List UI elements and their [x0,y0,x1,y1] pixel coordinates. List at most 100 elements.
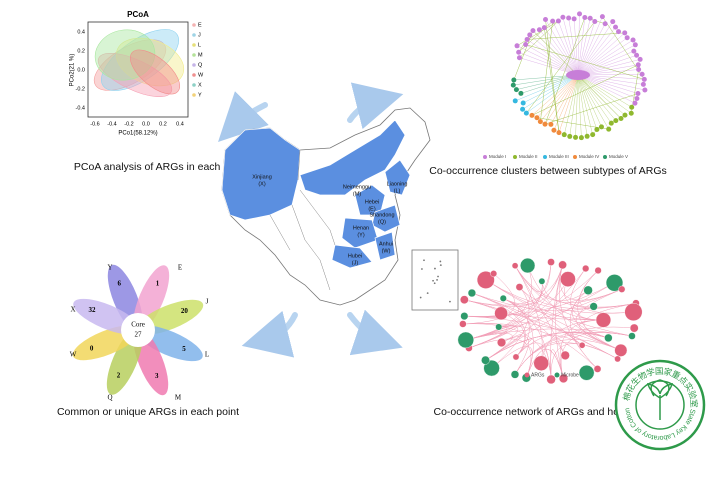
edge [526,21,595,114]
flower-diagram: 6Y 1 E 20 J 5 L 3 M 2 Q 0 W 32 X Core 27 Common or unique… [57,264,239,418]
province-borders [269,149,336,291]
y-tick-label: 0.2 [77,48,85,54]
node [514,43,520,49]
node [632,100,638,106]
node [510,82,516,88]
node [460,295,469,305]
edge [527,32,625,40]
node [546,374,556,385]
edge [550,349,564,380]
node [555,18,561,24]
edge [485,332,609,361]
petal-name: E [178,264,182,272]
node [587,15,593,21]
node [595,312,612,328]
node [616,29,622,35]
edge [577,44,636,76]
edge [558,20,579,76]
edge [464,282,615,317]
legend-label: M [198,52,203,58]
legend-dot [483,155,487,159]
legend-dot [192,63,196,67]
node [515,283,524,291]
node [457,331,474,349]
edge [491,286,530,369]
arrows [218,82,404,358]
province-label: Liaoning [387,181,408,187]
node [538,277,546,285]
pcoa-ellipse [115,37,185,87]
pcoa-ellipse [101,29,179,91]
node [637,56,643,62]
edge [520,74,579,94]
edge [515,74,579,102]
edge [559,264,598,370]
edge [531,74,579,116]
island [434,267,436,270]
node [556,130,562,136]
edge [577,74,612,124]
x-tick-label: -0.6 [90,121,99,127]
legend-dot [543,155,547,159]
node [560,350,570,360]
province-label: (E) [368,206,376,212]
petal-count: 5 [182,345,186,353]
legend-label: L [198,42,201,48]
petal-name: X [70,306,75,314]
edge [462,273,515,325]
node [582,15,588,21]
stamp-inner [635,380,685,430]
petal-count: 3 [155,372,159,380]
x-axis-label: PCo1(58.12%) [118,131,157,137]
edge [569,74,579,137]
edge [577,74,609,130]
petal-count: 32 [88,306,96,314]
legend-label: X [198,82,202,88]
province-label: (M) [353,191,361,197]
node [634,52,640,58]
edge [516,20,559,46]
pcoa-ellipse [94,29,156,81]
node [518,90,524,96]
edge [465,265,532,341]
edge [577,74,598,130]
province-label: (Q) [378,219,386,225]
y-tick-label: 0.0 [77,67,85,73]
node [467,288,477,298]
province-label: Shandong [369,212,394,218]
node [605,274,624,292]
node [520,257,536,274]
edge [577,74,639,94]
edge [577,270,621,351]
node [537,119,543,125]
island [419,296,422,299]
edge [514,265,589,302]
node [527,32,533,38]
node [558,260,567,270]
host-network: ARGs Microbe Co-occurrence network of ARGs… [433,257,647,418]
node [599,14,605,20]
edge [544,27,579,76]
node [499,294,507,302]
caption: Co-occurrence network of ARGs and host m… [433,406,646,418]
edge [559,319,604,379]
caption: Common or unique ARGs in each point [57,406,239,418]
province-label: (L) [394,188,401,194]
node [642,87,648,93]
node [530,28,536,34]
edge [544,74,579,125]
legend-dot [192,53,196,57]
edge [577,21,613,76]
node [613,24,619,30]
node [567,133,573,139]
edge [485,279,634,314]
node [628,332,636,340]
edge [577,74,632,108]
node [536,27,542,33]
edge [471,292,526,358]
legend-label: Q [198,62,203,68]
province-label: Anhui [379,241,393,247]
node [593,365,602,373]
province-label: Hubei [348,253,362,259]
node [577,11,583,17]
